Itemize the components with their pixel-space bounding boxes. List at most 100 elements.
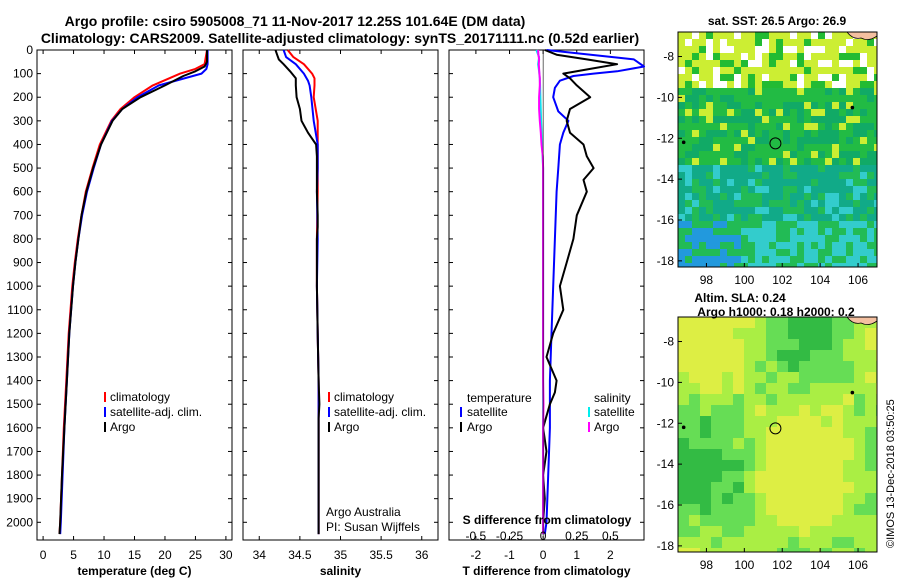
sst-map-cell <box>783 32 791 40</box>
sst-map-cell <box>706 207 714 215</box>
sla-map-cell <box>843 383 855 395</box>
sla-map-cell <box>865 361 877 373</box>
sst-map-cell <box>741 123 749 131</box>
sst-map-cell <box>713 165 721 173</box>
sst-map-cell <box>825 263 833 267</box>
sst-map-cell <box>797 186 805 194</box>
sst-map-cell <box>741 228 749 236</box>
sst-map-cell <box>839 179 847 187</box>
sst-map-cell <box>874 46 877 54</box>
sst-map-cell <box>734 74 742 82</box>
sla-map-cell <box>689 482 701 494</box>
sla-map-cell <box>843 449 855 461</box>
sst-map-cell <box>804 249 812 257</box>
sst-map-cell <box>853 228 861 236</box>
sla-map-cell <box>876 328 877 340</box>
sla-map-cell <box>711 515 723 527</box>
sst-map-cell <box>790 165 798 173</box>
sst-map-cell <box>825 151 833 159</box>
sla-map-cell <box>799 504 811 516</box>
sst-map-cell <box>727 228 735 236</box>
sst-map-cell <box>832 172 840 180</box>
sst-map-cell <box>853 179 861 187</box>
sst-map-cell <box>853 53 861 61</box>
sla-map-cell <box>854 339 866 351</box>
sst-map-cell <box>692 116 700 124</box>
sst-map-cell <box>678 207 686 215</box>
sst-map-cell <box>867 74 875 82</box>
sla-map-cell <box>678 515 690 527</box>
sst-map-cell <box>720 263 728 267</box>
sst-map-cell <box>678 144 686 152</box>
sst-map-cell <box>685 186 693 194</box>
sla-map-cell <box>722 548 734 552</box>
sla-map-cell <box>700 515 712 527</box>
sst-map-cell <box>874 74 877 82</box>
sst-map-cell <box>867 228 875 236</box>
difference-legend-label: Argo <box>594 420 620 434</box>
sla-map-cell <box>744 537 756 549</box>
sla-map-cell <box>678 328 690 340</box>
salinity-difference-tick-label: 0.5 <box>602 529 619 543</box>
sst-map-cell <box>825 200 833 208</box>
sst-map-cell <box>762 158 770 166</box>
sla-map-cell <box>843 438 855 450</box>
sst-map-cell <box>825 81 833 89</box>
sst-map-cell <box>699 179 707 187</box>
sst-map-cell <box>706 200 714 208</box>
sla-map-cell <box>788 438 800 450</box>
sst-map-cell <box>867 235 875 243</box>
sst-map-cell <box>734 242 742 250</box>
sst-map-cell <box>804 46 812 54</box>
sst-map-cell <box>860 53 868 61</box>
depth-tick-label: 1600 <box>6 421 33 435</box>
sst-map-cell <box>706 116 714 124</box>
sla-map-cell <box>711 460 723 472</box>
sst-map-cell <box>692 214 700 222</box>
depth-tick-label: 400 <box>13 137 33 151</box>
sst-map-cell <box>839 32 847 40</box>
sst-map-cell <box>874 130 877 138</box>
sst-map-cell <box>727 88 735 96</box>
sla-map-cell <box>854 515 866 527</box>
sla-map-cell <box>766 383 778 395</box>
sla-map-cell <box>788 526 800 538</box>
sst-map-cell <box>678 193 686 201</box>
sst-map-cell <box>853 193 861 201</box>
sst-map-cell <box>853 242 861 250</box>
sla-map-cell <box>711 361 723 373</box>
differences-xlabel: T difference from climatology <box>462 564 630 578</box>
sst-map-cell <box>699 200 707 208</box>
sst-map-cell <box>678 242 686 250</box>
sst-map-cell <box>762 95 770 103</box>
sst-map-cell <box>769 116 777 124</box>
sst-map-cell <box>769 165 777 173</box>
sst-map-cell <box>811 242 819 250</box>
sst-map-cell <box>818 123 826 131</box>
sla-map-cell <box>689 515 701 527</box>
sla-map-cell <box>711 537 723 549</box>
sst-map-cell <box>867 179 875 187</box>
sla-map-cell <box>876 548 877 552</box>
sst-map-cell <box>769 32 777 40</box>
sla-map-cell <box>777 328 789 340</box>
sst-map-cell <box>755 221 763 229</box>
sst-map-cell <box>797 249 805 257</box>
sla-map-cell <box>788 350 800 362</box>
sst-map-cell <box>797 151 805 159</box>
sst-map-cell <box>741 221 749 229</box>
sst-map-cell <box>790 158 798 166</box>
sla-map-cell <box>832 471 844 483</box>
sst-map-cell <box>860 249 868 257</box>
sst-map-cell <box>825 60 833 68</box>
sst-map-cell <box>755 116 763 124</box>
sst-map-cell <box>790 214 798 222</box>
sst-map-cell <box>755 81 763 89</box>
sla-map-cell <box>678 438 690 450</box>
temperature-panel: 0100200300400500600700800900100011001200… <box>6 43 233 578</box>
sst-map-cell <box>685 172 693 180</box>
sst-map-cell <box>769 39 777 47</box>
sst-map-cell <box>769 172 777 180</box>
sst-map-xtick-label: 98 <box>700 273 714 287</box>
temperature-legend-label: Argo <box>110 420 136 434</box>
